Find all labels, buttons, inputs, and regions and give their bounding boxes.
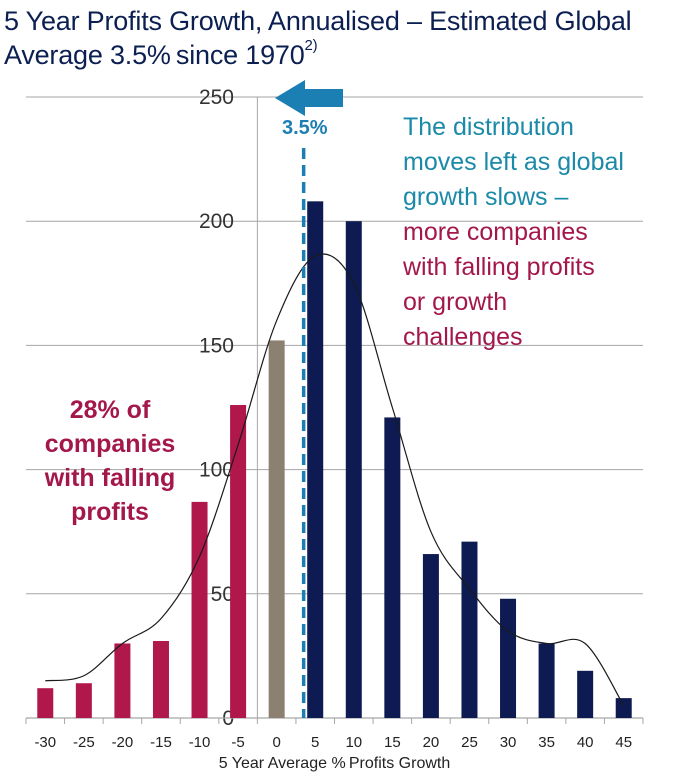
bar xyxy=(422,554,439,718)
annotation-distribution-shift: The distribution moves left as global gr… xyxy=(403,110,624,215)
bar xyxy=(461,541,478,718)
y-tick-label: 250 xyxy=(199,86,234,109)
annotation-blue-line-2: moves left as global xyxy=(403,148,624,176)
chart-title-line1: 5 Year Profits Growth, Annualised – Esti… xyxy=(4,6,632,36)
arrow-left-icon xyxy=(275,80,343,116)
x-tick-label: 5 xyxy=(311,734,319,751)
x-tick-label: 45 xyxy=(615,734,632,751)
annotation-left-line-1: 28% of xyxy=(69,396,151,424)
x-tick-label: 10 xyxy=(345,734,362,751)
bar xyxy=(577,670,594,718)
bar xyxy=(538,643,555,718)
bar xyxy=(345,221,362,718)
bar xyxy=(307,201,324,718)
annotation-red-line-4: challenges xyxy=(403,323,523,351)
y-tick-label: 200 xyxy=(199,210,234,233)
annotation-red-line-2: with falling profits xyxy=(403,253,595,281)
bar xyxy=(152,640,169,718)
chart-title-superscript: 2) xyxy=(304,37,318,54)
annotation-falling-profits-risk: more companies with falling profits or g… xyxy=(403,215,595,355)
x-tick-label: 30 xyxy=(500,734,517,751)
x-tick-label: -10 xyxy=(189,734,211,751)
bar xyxy=(268,340,285,718)
x-tick-label: -30 xyxy=(34,734,56,751)
bar xyxy=(114,643,131,718)
annotation-red-line-1: more companies xyxy=(403,218,588,246)
x-tick-label: 15 xyxy=(384,734,401,751)
x-tick-label: 35 xyxy=(538,734,555,751)
y-tick-label: 150 xyxy=(199,334,234,357)
y-tick-label: 50 xyxy=(211,583,234,606)
bar xyxy=(75,683,92,718)
x-tick-label: 25 xyxy=(461,734,478,751)
annotation-red-line-3: or growth xyxy=(403,288,508,316)
chart-title-line2: Average 3.5% since 19702) xyxy=(4,37,318,71)
x-axis-title: 5 Year Average % Profits Growth xyxy=(219,755,450,772)
annotation-blue-line-1: The distribution xyxy=(403,113,574,141)
x-tick-label: -5 xyxy=(231,734,244,751)
annotation-blue-line-3: growth slows – xyxy=(403,183,569,211)
annotation-falling-share: 28% of companies with falling profits xyxy=(20,393,200,529)
average-line-label: 3.5% xyxy=(282,117,328,139)
x-tick-label: 40 xyxy=(577,734,594,751)
chart-title-line2-text: Average 3.5% since 1970 xyxy=(4,40,305,70)
x-tick-label: 0 xyxy=(272,734,280,751)
bar xyxy=(384,417,401,718)
annotation-left-line-4: profits xyxy=(71,498,149,526)
fit-curve xyxy=(45,253,625,706)
x-tick-label: -15 xyxy=(150,734,172,751)
annotation-left-line-3: with falling xyxy=(44,464,176,492)
x-tick-label: 20 xyxy=(423,734,440,751)
annotation-left-line-2: companies xyxy=(44,430,176,458)
bar xyxy=(191,501,208,718)
bar xyxy=(230,405,247,718)
bar xyxy=(615,698,632,718)
x-tick-label: -20 xyxy=(112,734,134,751)
bar xyxy=(37,688,54,718)
x-tick-label: -25 xyxy=(73,734,95,751)
bar xyxy=(500,598,517,718)
y-tick-label: 100 xyxy=(199,459,234,482)
